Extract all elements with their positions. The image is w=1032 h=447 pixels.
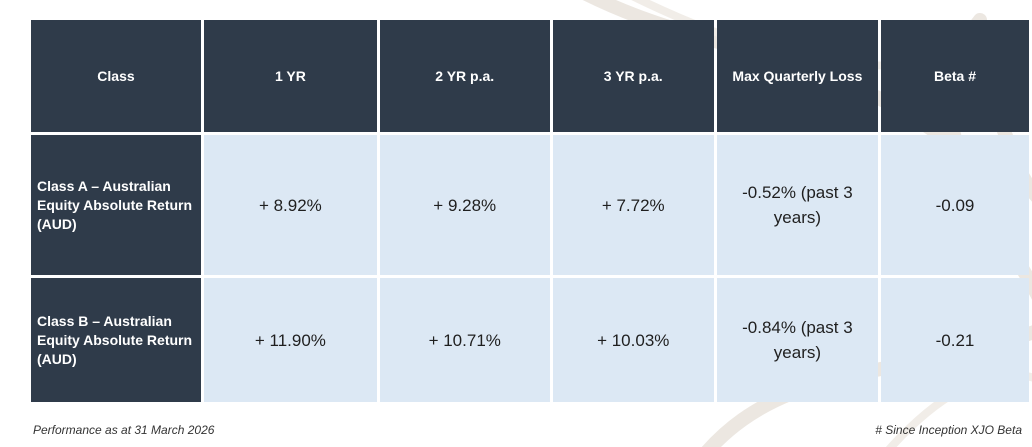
cell-beta: -0.09 bbox=[881, 135, 1029, 275]
header-beta: Beta # bbox=[881, 20, 1029, 132]
cell-2yr: + 9.28% bbox=[379, 135, 550, 275]
header-class: Class bbox=[31, 20, 201, 132]
header-3yr: 3 YR p.a. bbox=[552, 20, 714, 132]
performance-date-footnote: Performance as at 31 March 2026 bbox=[33, 423, 215, 437]
cell-2yr: + 10.71% bbox=[379, 278, 550, 402]
header-2yr: 2 YR p.a. bbox=[379, 20, 550, 132]
cell-beta: -0.21 bbox=[881, 278, 1029, 402]
cell-3yr: + 10.03% bbox=[552, 278, 714, 402]
cell-1yr: + 11.90% bbox=[203, 278, 377, 402]
table-row: Class B – Australian Equity Absolute Ret… bbox=[31, 278, 1029, 402]
cell-1yr: + 8.92% bbox=[203, 135, 377, 275]
cell-max-quarterly-loss: -0.84% (past 3 years) bbox=[716, 278, 878, 402]
cell-max-quarterly-loss: -0.52% (past 3 years) bbox=[716, 135, 878, 275]
row-label-class-a: Class A – Australian Equity Absolute Ret… bbox=[31, 135, 201, 275]
table-header-row: Class 1 YR 2 YR p.a. 3 YR p.a. Max Quart… bbox=[31, 20, 1029, 132]
beta-footnote: # Since Inception XJO Beta bbox=[875, 423, 1022, 437]
performance-table: Class 1 YR 2 YR p.a. 3 YR p.a. Max Quart… bbox=[28, 17, 1032, 405]
cell-3yr: + 7.72% bbox=[552, 135, 714, 275]
row-label-class-b: Class B – Australian Equity Absolute Ret… bbox=[31, 278, 201, 402]
header-max-quarterly-loss: Max Quarterly Loss bbox=[716, 20, 878, 132]
header-1yr: 1 YR bbox=[203, 20, 377, 132]
table-row: Class A – Australian Equity Absolute Ret… bbox=[31, 135, 1029, 275]
